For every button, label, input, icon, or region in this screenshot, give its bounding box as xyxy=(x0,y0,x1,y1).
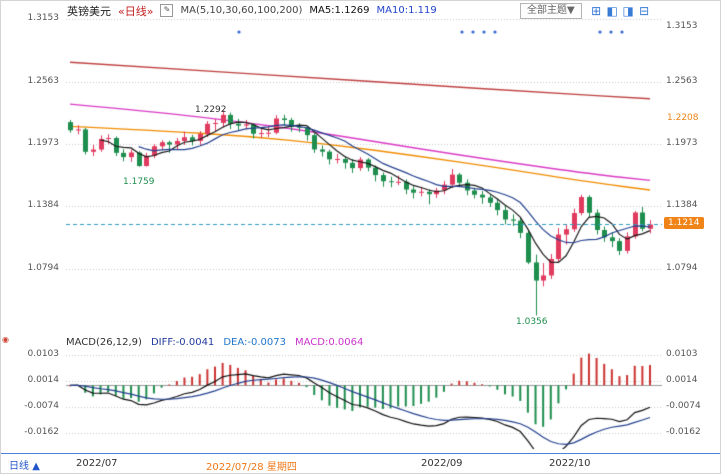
date-label-1: 2022/07 xyxy=(76,458,118,469)
date-label-2: 2022/09 xyxy=(421,458,463,469)
layout-grid-icon-2[interactable]: ◧ xyxy=(606,3,618,18)
date-label-3: 2022/10 xyxy=(549,458,591,469)
macd-axis-left-3: -0.0074 xyxy=(24,401,59,411)
annotation-july-low-price: 1.1759 xyxy=(123,177,155,187)
macd-axis-left-2: 0.0014 xyxy=(27,375,60,385)
period-label: 日线 xyxy=(9,461,29,472)
macd-hist-value: MACD:0.0064 xyxy=(294,337,364,348)
price-axis-right-1: 1.3153 xyxy=(666,21,698,31)
price-axis-left-2: 1.2563 xyxy=(27,76,60,86)
macd-axis-right-3: -0.0074 xyxy=(666,401,701,411)
price-axis-left-1: 1.3153 xyxy=(27,13,60,23)
time-axis-bar: 日线 ▲ 2022/07 2022/07/28 星期四 2022/09 2022… xyxy=(1,453,720,473)
layout-grid-icon-4[interactable]: ⊟ xyxy=(639,3,650,18)
period-tag: «日线» xyxy=(118,4,154,18)
macd-axis-left-4: -0.0162 xyxy=(24,427,59,437)
indicator-pane-marker-icon[interactable]: ◉ xyxy=(2,335,9,344)
price-axis-right-2: 1.2563 xyxy=(666,76,698,86)
macd-axis-right-1: 0.0103 xyxy=(666,349,698,359)
price-axis-left-3: 1.1973 xyxy=(27,138,60,148)
period-up-arrow-icon: ▲ xyxy=(32,461,40,472)
ma-axis-value-label: 1.2208 xyxy=(667,113,699,123)
price-axis-left-4: 1.1384 xyxy=(27,200,60,210)
annotation-sept-low-price: 1.0356 xyxy=(516,317,548,327)
layout-grid-icon-1[interactable]: ⊞ xyxy=(591,3,602,18)
macd-diff-value: DIFF:-0.0041 xyxy=(150,337,215,348)
price-axis-right-3: 1.1973 xyxy=(666,138,698,148)
chart-header: 英镑美元 «日线» ✎ MA(5,10,30,60,100,200) MA5:1… xyxy=(67,3,437,18)
ma10-value: MA10:1.119 xyxy=(376,5,437,16)
layout-icon-group: ⊞ ◧ ◨ ⊟ xyxy=(590,3,651,18)
macd-title: MACD(26,12,9) xyxy=(66,337,142,348)
macd-dea-value: DEA:-0.0073 xyxy=(223,337,286,348)
ma5-value: MA5:1.1269 xyxy=(309,5,370,16)
macd-header: MACD(26,12,9) DIFF:-0.0041 DEA:-0.0073 M… xyxy=(66,337,363,348)
current-price-tag: 1.1214 xyxy=(664,217,704,229)
macd-axis-right-4: -0.0162 xyxy=(666,427,701,437)
macd-axis-left-1: 0.0103 xyxy=(27,349,60,359)
price-axis-right-4: 1.1384 xyxy=(666,200,698,210)
ma-settings-label: MA(5,10,30,60,100,200) xyxy=(180,5,303,16)
chart-toolbar: 全部主题▼ ⊞ ◧ ◨ ⊟ xyxy=(520,3,651,19)
price-axis-left-5: 1.0794 xyxy=(27,263,60,273)
annotation-peak-price: 1.2292 xyxy=(195,105,227,115)
price-axis-right-5: 1.0794 xyxy=(666,263,698,273)
macd-axis-right-2: 0.0014 xyxy=(666,375,698,385)
layout-grid-icon-3[interactable]: ◨ xyxy=(622,3,634,18)
period-selector[interactable]: 日线 ▲ xyxy=(9,457,40,472)
symbol-title: 英镑美元 xyxy=(67,4,111,18)
date-label-selected: 2022/07/28 星期四 xyxy=(206,462,297,473)
theme-selector-button[interactable]: 全部主题▼ xyxy=(520,3,582,19)
edit-indicator-icon[interactable]: ✎ xyxy=(160,4,174,17)
